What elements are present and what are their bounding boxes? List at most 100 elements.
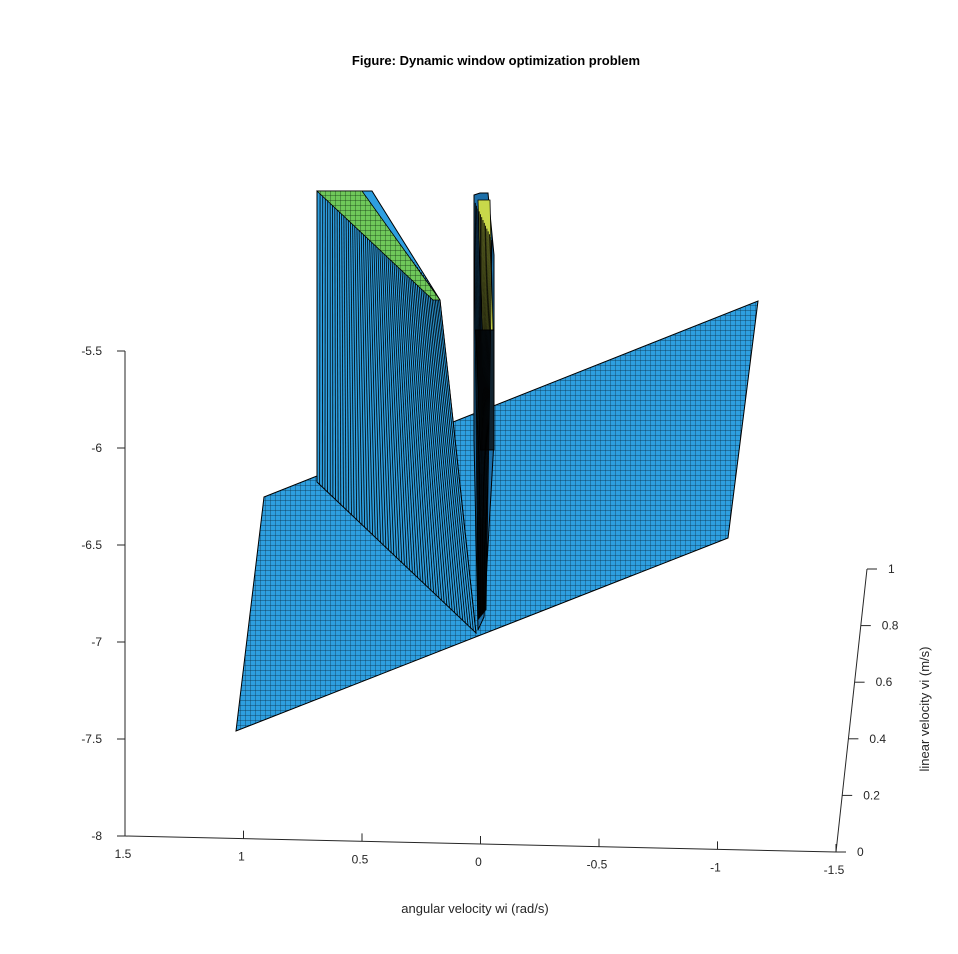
ridge-strip bbox=[354, 204, 360, 523]
ridge-strip bbox=[376, 221, 389, 550]
spike-strip bbox=[481, 219, 484, 616]
x-tick-label: -1.5 bbox=[824, 863, 845, 877]
x-tick-label: 1.5 bbox=[115, 847, 132, 861]
spike-strip bbox=[483, 231, 489, 613]
ridge-strip bbox=[384, 228, 400, 561]
ridge-strip bbox=[334, 194, 336, 500]
spike-strip bbox=[477, 208, 481, 618]
x-axis: 1.5 1 0.5 0 -0.5 -1 -1.5 angular velocity wi (… bbox=[115, 828, 845, 916]
ridge-strip bbox=[382, 226, 397, 558]
surface-ridge-wide bbox=[315, 190, 477, 635]
ridge-strip bbox=[405, 252, 429, 588]
y-tick-label: 0 bbox=[857, 845, 864, 859]
spike-strips bbox=[473, 199, 493, 621]
ridge-strip bbox=[366, 212, 376, 538]
spike-strip bbox=[483, 228, 488, 613]
ridge-strip bbox=[400, 245, 421, 581]
ridge-strip bbox=[374, 219, 387, 548]
y-tick-label: 0.4 bbox=[869, 732, 886, 746]
x-tick-label: 0.5 bbox=[352, 852, 369, 866]
ridge-strip bbox=[396, 241, 416, 576]
ridge-strip bbox=[349, 201, 355, 518]
ridge-strip bbox=[347, 200, 352, 515]
ridge-strip bbox=[343, 198, 347, 510]
ridge-strip bbox=[336, 195, 339, 503]
y-axis: 0 0.2 0.4 0.6 0.8 1 linear velocity vi (m/s) bbox=[835, 562, 932, 859]
ridge-strip bbox=[372, 217, 384, 545]
ridge-strip bbox=[370, 216, 381, 543]
ridge-top-strip bbox=[315, 190, 441, 301]
ridge-strip bbox=[392, 236, 411, 571]
ridge-strip bbox=[345, 199, 350, 513]
z-tick-label: -7 bbox=[91, 635, 102, 649]
ridge-strip bbox=[439, 299, 477, 634]
z-tick-label: -6 bbox=[91, 441, 102, 455]
chart-title: Figure: Dynamic window optimization prob… bbox=[352, 53, 640, 68]
ridge-strip bbox=[434, 291, 469, 626]
z-axis: -5.5 -6 -6.5 -7 -7.5 -8 bbox=[81, 344, 126, 843]
ridge-strip bbox=[435, 294, 472, 629]
x-tick-label: 1 bbox=[238, 850, 245, 864]
ridge-strips bbox=[316, 191, 477, 634]
ridge-strip bbox=[428, 283, 461, 618]
z-tick-label: -7.5 bbox=[81, 732, 102, 746]
spike-strip bbox=[482, 222, 485, 615]
ridge-strip bbox=[419, 269, 448, 606]
y-tick-label: 0.6 bbox=[876, 675, 893, 689]
ridge-strip bbox=[407, 254, 432, 591]
ridge-strip bbox=[409, 257, 434, 593]
ridge-strip bbox=[415, 264, 442, 601]
ridge-strip bbox=[426, 280, 458, 616]
spike-strip bbox=[473, 199, 479, 621]
ridge-strip bbox=[420, 272, 450, 608]
spike-strip bbox=[484, 237, 492, 611]
z-ticks: -5.5 -6 -6.5 -7 -7.5 -8 bbox=[81, 344, 125, 843]
ridge-strip bbox=[341, 197, 344, 508]
ridge-strip bbox=[356, 205, 363, 525]
surface-base-plane bbox=[235, 300, 759, 732]
ridge-strip bbox=[368, 214, 379, 540]
ridge-strip bbox=[388, 232, 405, 566]
ridge-strip bbox=[338, 196, 342, 505]
spike-strip bbox=[476, 205, 480, 619]
y-tick-label: 0.2 bbox=[863, 788, 880, 802]
surface-ridge-spike bbox=[473, 192, 495, 631]
ridge-strip bbox=[417, 267, 445, 603]
ridge-strip bbox=[364, 211, 374, 535]
ridge-strip bbox=[358, 206, 366, 528]
ridge-strip bbox=[380, 225, 395, 555]
ridge-strip bbox=[401, 247, 424, 583]
x-tick-label: -1 bbox=[710, 860, 721, 874]
ridge-strip bbox=[411, 259, 437, 596]
x-ticks: 1.5 1 0.5 0 -0.5 -1 -1.5 bbox=[115, 828, 845, 877]
ridge-strip bbox=[386, 230, 403, 563]
ridge-strip bbox=[362, 209, 371, 533]
z-tick-label: -5.5 bbox=[81, 344, 102, 358]
ridge-strip bbox=[390, 234, 408, 568]
ridge-strip bbox=[430, 285, 464, 621]
spike-strip bbox=[484, 234, 490, 612]
y-ticks: 0 0.2 0.4 0.6 0.8 1 bbox=[836, 562, 899, 859]
ridge-strip bbox=[432, 288, 466, 623]
z-tick-label: -8 bbox=[91, 829, 102, 843]
y-tick-label: 0.8 bbox=[882, 619, 899, 633]
ridge-strip bbox=[413, 262, 440, 598]
spike-strip bbox=[485, 239, 493, 611]
y-axis-label: linear velocity vi (m/s) bbox=[917, 647, 932, 772]
ridge-strip bbox=[378, 223, 392, 553]
ridge-strip bbox=[424, 277, 456, 613]
ridge-strip bbox=[394, 239, 413, 573]
ridge-strip bbox=[403, 250, 427, 586]
spike-strip bbox=[482, 225, 487, 614]
ridge-strip bbox=[398, 243, 419, 578]
spike-strip bbox=[474, 202, 480, 620]
spike-strip bbox=[478, 211, 481, 618]
surface-plot bbox=[235, 190, 759, 732]
x-axis-label: angular velocity wi (rad/s) bbox=[401, 901, 548, 916]
ridge-strip bbox=[437, 297, 474, 631]
ridge-strip bbox=[360, 208, 368, 530]
x-tick-label: 0 bbox=[475, 855, 482, 869]
y-tick-label: 1 bbox=[888, 562, 895, 576]
x-tick-label: -0.5 bbox=[587, 858, 608, 872]
